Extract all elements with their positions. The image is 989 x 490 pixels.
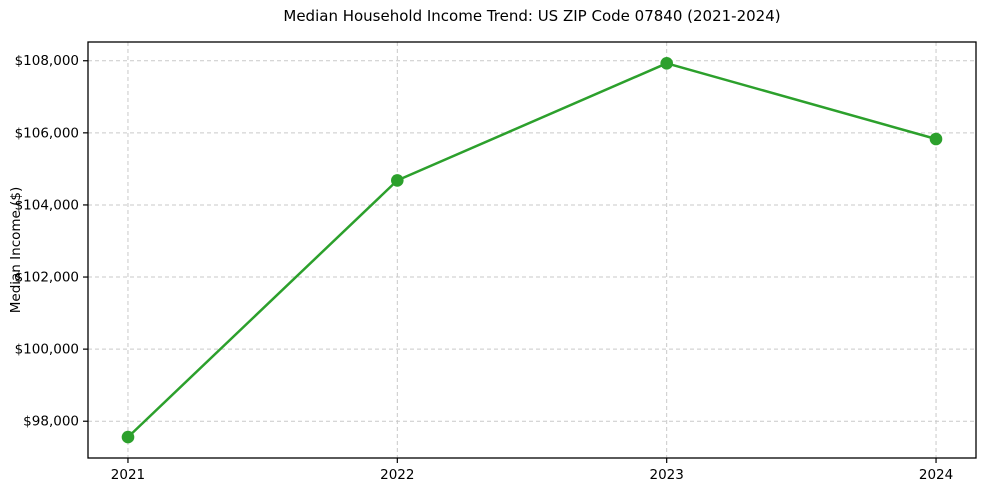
- y-tick-label: $98,000: [23, 414, 79, 430]
- data-point-marker: [660, 57, 673, 70]
- chart-title: Median Household Income Trend: US ZIP Co…: [283, 7, 781, 25]
- data-point-marker: [929, 132, 943, 146]
- x-tick-label: 2022: [380, 467, 414, 483]
- x-tick-label: 2024: [919, 467, 953, 483]
- y-tick-label: $108,000: [15, 53, 79, 69]
- data-line: [126, 62, 938, 439]
- y-tick-label: $100,000: [15, 342, 79, 358]
- y-tick-label: $106,000: [15, 125, 79, 141]
- data-point-marker: [121, 430, 135, 444]
- x-tick-label: 2023: [650, 467, 684, 483]
- data-point-marker: [391, 174, 404, 187]
- y-tick-label: $102,000: [15, 270, 79, 286]
- y-tick-label: $104,000: [15, 197, 79, 213]
- y-axis-title: Median Income ($): [8, 186, 24, 314]
- x-tick-label: 2021: [111, 467, 145, 483]
- axes-spines: [87, 41, 977, 459]
